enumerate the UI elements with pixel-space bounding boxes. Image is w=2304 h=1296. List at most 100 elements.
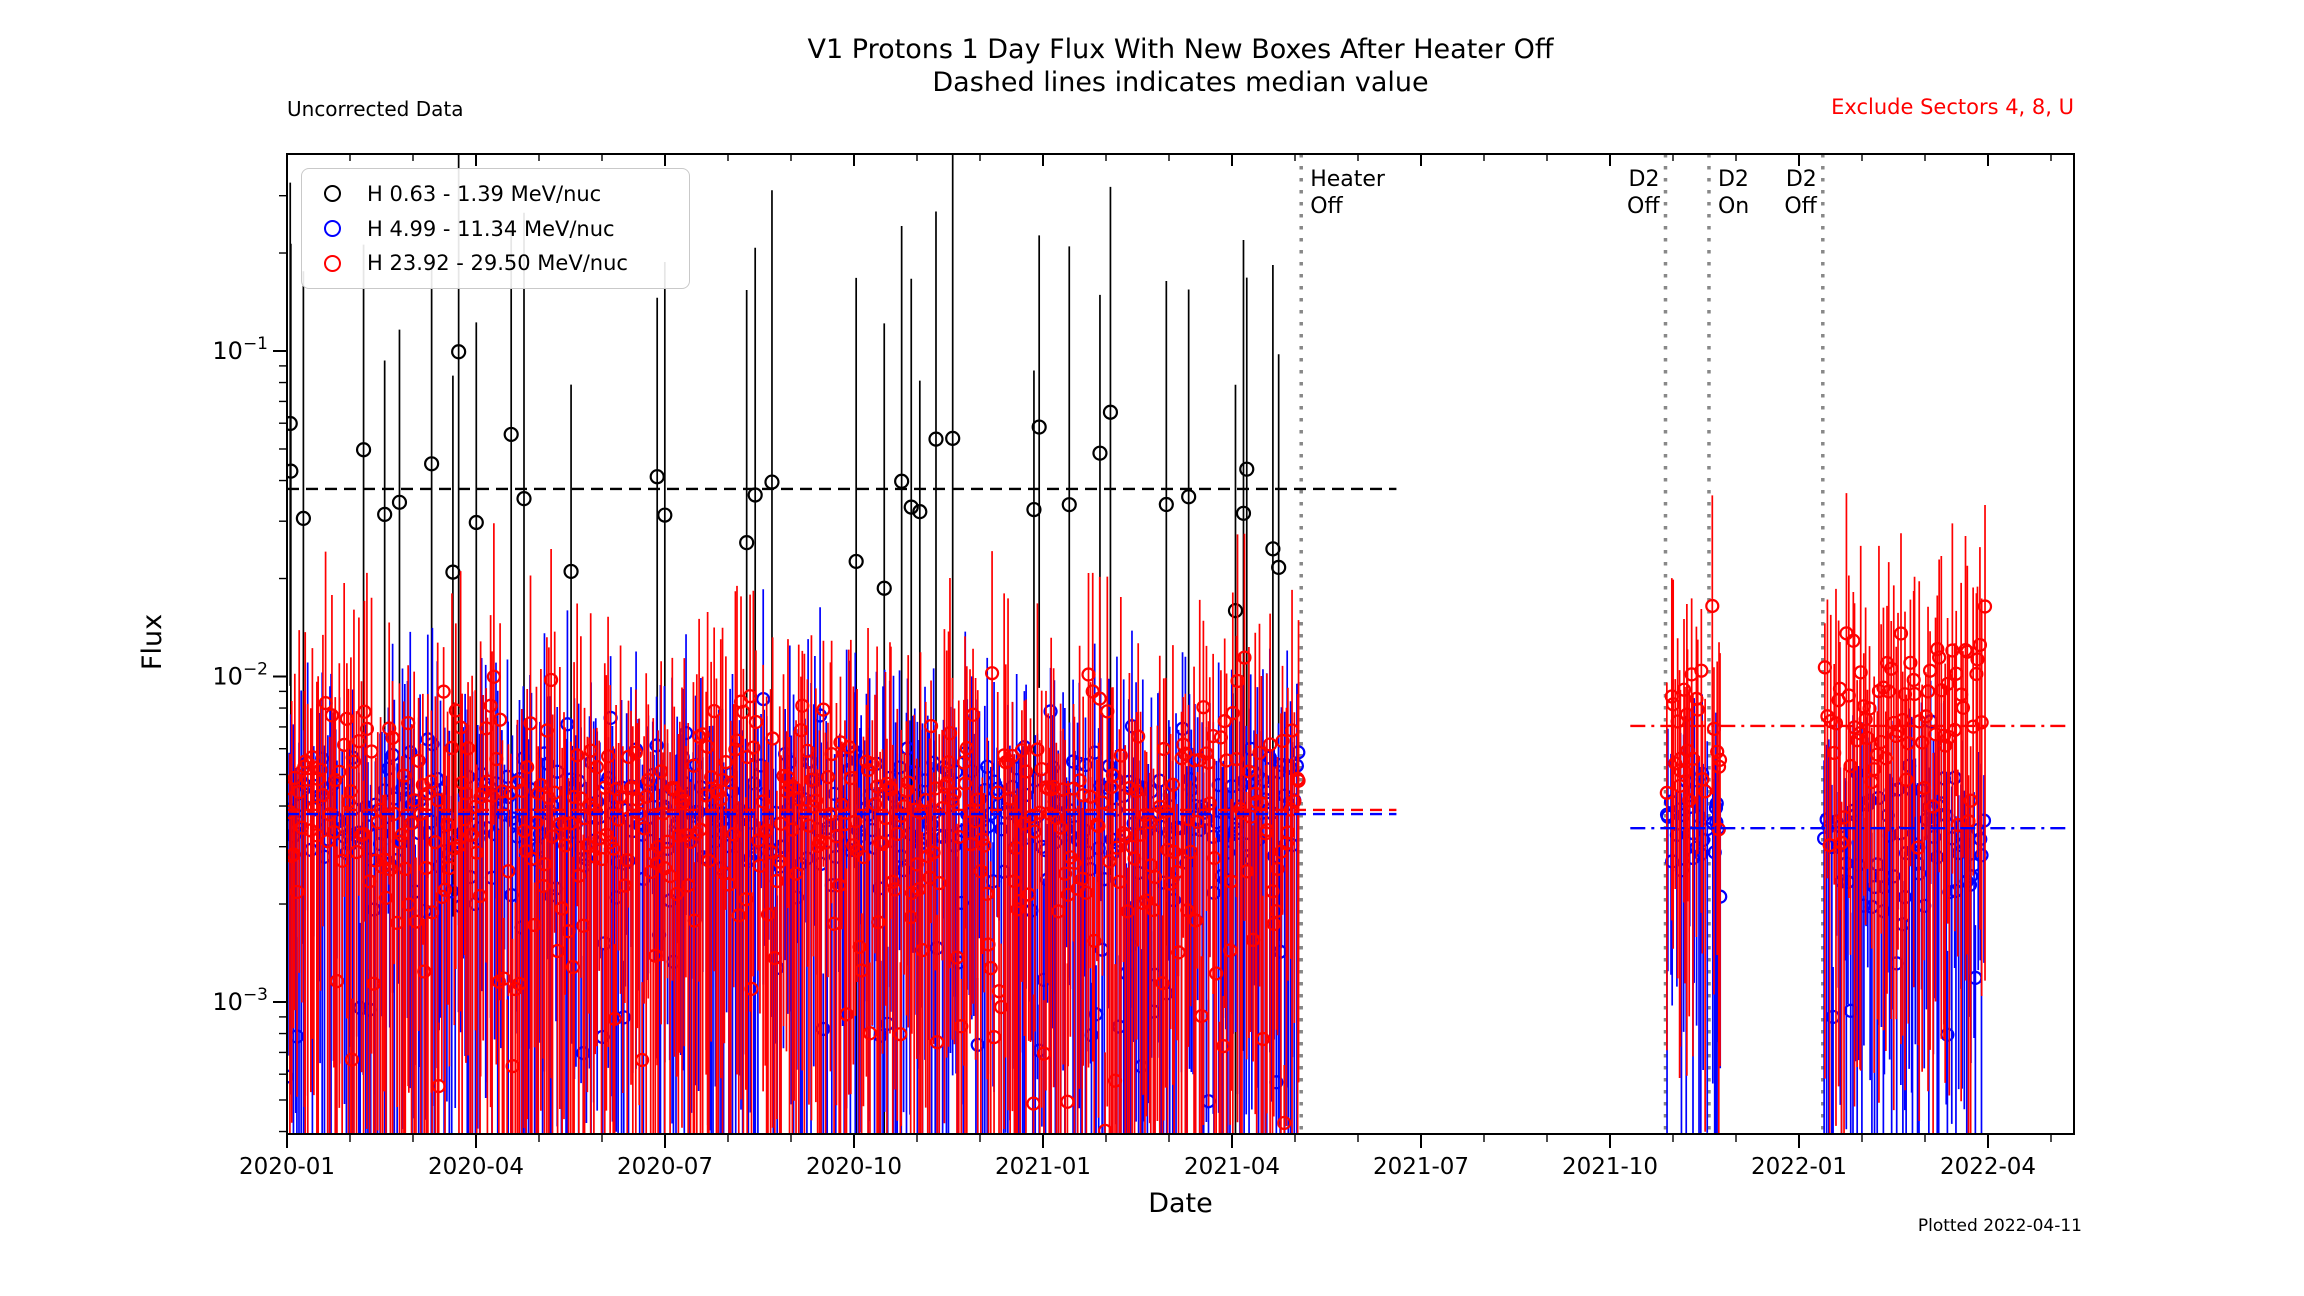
data-point xyxy=(883,782,899,797)
data-point xyxy=(1083,789,1098,804)
data-point xyxy=(1280,825,1295,840)
data-point xyxy=(1230,673,1245,689)
data-point xyxy=(767,951,782,966)
data-point xyxy=(994,999,1009,1015)
data-point xyxy=(756,794,771,809)
data-point xyxy=(785,822,800,837)
data-point xyxy=(1817,660,1832,675)
data-point xyxy=(1684,667,1699,682)
data-point xyxy=(639,789,654,804)
data-point xyxy=(932,876,947,891)
data-point xyxy=(1088,1007,1104,1022)
legend-label: H 0.63 - 1.39 MeV/nuc xyxy=(367,181,602,206)
data-point xyxy=(1266,916,1281,932)
data-point xyxy=(951,829,966,845)
data-point xyxy=(947,786,962,802)
data-point xyxy=(580,838,595,853)
data-point xyxy=(769,873,784,889)
data-point xyxy=(346,754,362,769)
data-point xyxy=(1196,700,1211,715)
data-point xyxy=(1060,1094,1075,1109)
data-point xyxy=(621,749,636,764)
data-point xyxy=(887,882,903,897)
data-point xyxy=(885,874,900,889)
data-point xyxy=(937,779,952,794)
data-point xyxy=(963,837,978,852)
data-point xyxy=(1926,799,1941,814)
x-tick-label: 2020-01 xyxy=(239,1154,335,1180)
legend-item: H 4.99 - 11.34 MeV/nuc xyxy=(302,217,689,241)
data-point xyxy=(437,882,453,897)
data-point xyxy=(890,826,905,842)
data-point xyxy=(383,862,398,877)
data-point xyxy=(760,907,776,922)
data-point xyxy=(436,684,451,699)
data-point xyxy=(1156,741,1171,757)
data-point xyxy=(669,886,684,902)
data-point xyxy=(1183,844,1198,859)
x-tick-label: 2022-01 xyxy=(1751,1154,1847,1180)
data-point xyxy=(1105,768,1121,783)
data-point xyxy=(537,857,552,872)
data-point xyxy=(637,821,652,836)
data-point xyxy=(1867,762,1882,777)
data-point xyxy=(671,828,686,843)
data-point xyxy=(1270,861,1285,877)
data-point xyxy=(1252,745,1267,760)
data-point xyxy=(396,768,412,783)
data-point xyxy=(424,456,440,472)
data-point xyxy=(1899,772,1914,787)
data-point xyxy=(801,818,817,833)
data-point xyxy=(641,772,656,787)
data-point xyxy=(1219,753,1234,768)
data-point xyxy=(918,793,933,808)
y-tick-label: 10−2 xyxy=(212,660,268,691)
data-point xyxy=(1241,764,1257,779)
data-point xyxy=(523,716,538,731)
data-point xyxy=(1061,497,1077,513)
data-point xyxy=(1207,851,1222,866)
data-point xyxy=(1126,816,1141,831)
data-point xyxy=(1864,774,1879,790)
data-point xyxy=(791,792,806,807)
data-point xyxy=(1255,1031,1270,1047)
data-point xyxy=(731,908,746,923)
data-point xyxy=(1901,736,1916,751)
data-point xyxy=(1974,715,1989,730)
data-point xyxy=(536,878,551,894)
data-point xyxy=(287,770,302,786)
data-point xyxy=(1969,666,1984,682)
data-point xyxy=(901,775,916,790)
data-point xyxy=(899,783,914,798)
data-point xyxy=(736,704,751,719)
data-point xyxy=(634,1052,650,1068)
data-point xyxy=(1850,733,1865,748)
data-point xyxy=(746,740,761,755)
data-point xyxy=(300,772,315,787)
y-tick-label: 10−1 xyxy=(212,334,268,365)
data-point xyxy=(1947,722,1962,738)
data-point xyxy=(1100,704,1115,719)
data-point xyxy=(524,851,539,866)
data-point xyxy=(1843,758,1858,774)
annotation-d2-off-2: D2 Off xyxy=(1784,167,1817,219)
data-point xyxy=(430,793,445,808)
data-point xyxy=(324,708,340,723)
data-point xyxy=(795,698,810,713)
data-point xyxy=(829,829,844,844)
data-point xyxy=(729,733,745,748)
data-point xyxy=(687,913,702,928)
data-point xyxy=(469,845,484,860)
data-point xyxy=(787,780,802,795)
data-point xyxy=(377,506,393,522)
data-point xyxy=(649,738,664,753)
data-point xyxy=(1116,826,1131,841)
data-point xyxy=(1075,871,1090,886)
data-point xyxy=(1055,782,1071,797)
data-point xyxy=(968,814,983,829)
data-point xyxy=(305,750,320,765)
data-point xyxy=(377,852,392,867)
data-point xyxy=(903,910,918,925)
data-point xyxy=(965,707,981,722)
median-lines xyxy=(287,487,2072,830)
